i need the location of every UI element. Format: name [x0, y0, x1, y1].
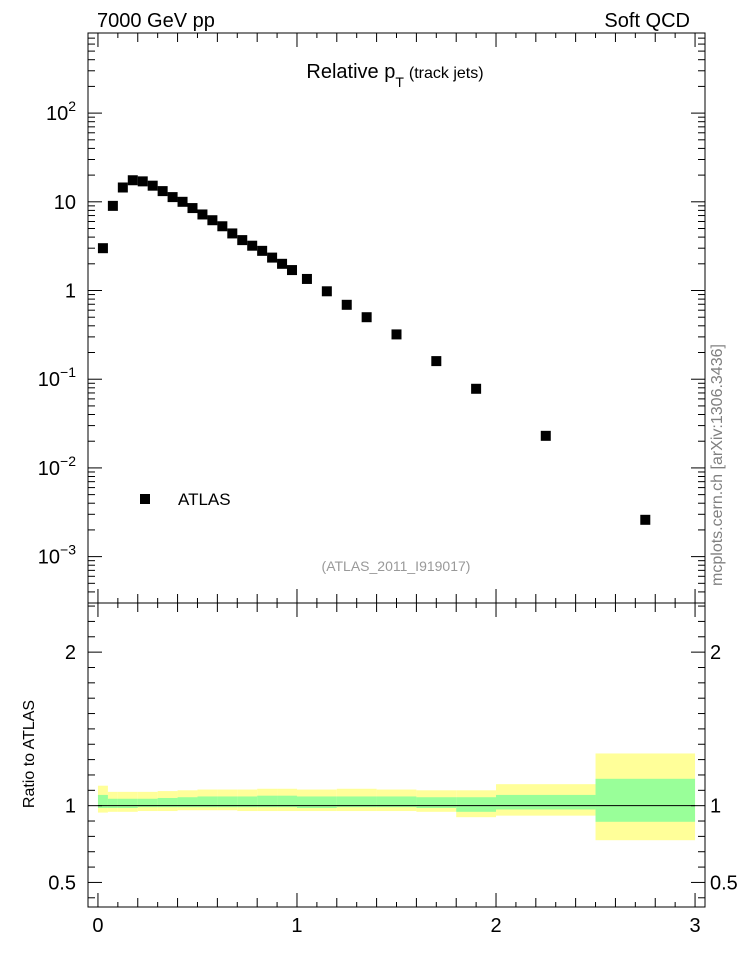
inner-uncertainty-band [177, 797, 198, 808]
inner-uncertainty-band [336, 796, 377, 808]
data-point [640, 514, 651, 525]
ratio-plot-axes: 0.5 0.5 1 1 2 2 0 1 2 3 [48, 602, 738, 937]
y-tick-label: 10−3 [38, 542, 76, 569]
inner-uncertainty-band [157, 797, 178, 808]
data-point [137, 176, 148, 187]
data-point [277, 258, 288, 269]
inner-uncertainty-band [197, 796, 218, 808]
legend: ATLAS [140, 490, 231, 509]
header-right: Soft QCD [604, 10, 690, 32]
data-point [107, 200, 118, 211]
y-tick-label: 102 [46, 98, 76, 125]
ratio-y-tick-label-left: 2 [65, 642, 76, 664]
data-point [167, 192, 178, 203]
ratio-y-axis-title: Ratio to ATLAS [21, 700, 38, 808]
data-point [287, 265, 298, 276]
y-tick-label: 10 [54, 192, 76, 214]
inner-uncertainty-band [117, 798, 138, 808]
data-point [207, 215, 218, 226]
data-point [341, 299, 352, 310]
data-point [217, 221, 228, 232]
inner-uncertainty-band [376, 796, 417, 808]
legend-marker [140, 494, 150, 504]
inner-uncertainty-band [416, 797, 457, 808]
inner-uncertainty-band [257, 795, 278, 808]
header-left: 7000 GeV pp [97, 10, 215, 32]
inner-uncertainty-band [496, 794, 596, 810]
legend-entry-atlas: ATLAS [178, 490, 231, 509]
x-tick-label: 1 [291, 915, 302, 937]
data-point [431, 356, 442, 367]
main-plot-frame [87, 32, 706, 604]
data-point [301, 273, 312, 284]
y-tick-label: 1 [65, 281, 76, 303]
data-point [227, 228, 238, 239]
ratio-y-tick-label-left: 1 [65, 796, 76, 818]
inner-uncertainty-band [456, 797, 497, 812]
ratio-y-tick-label-right: 1 [710, 796, 721, 818]
data-point [147, 180, 158, 191]
data-point [267, 252, 278, 263]
x-tick-label: 3 [689, 915, 700, 937]
data-point [237, 235, 248, 246]
inner-uncertainty-band [107, 798, 118, 808]
data-point [117, 182, 128, 193]
ratio-bands [97, 753, 696, 841]
data-point [187, 203, 198, 214]
data-point [321, 286, 332, 297]
data-point [471, 383, 482, 394]
data-point [391, 329, 402, 340]
ratio-y-tick-label-right: 0.5 [710, 872, 738, 894]
x-tick-label: 0 [92, 915, 103, 937]
data-point [127, 175, 138, 186]
inner-uncertainty-band [137, 798, 158, 808]
y-tick-label: 10−1 [38, 364, 76, 391]
ratio-y-tick-label-left: 0.5 [48, 872, 76, 894]
reference-label: (ATLAS_2011_I919017) [322, 558, 471, 574]
data-point [97, 243, 108, 254]
inner-uncertainty-band [237, 796, 258, 808]
inner-uncertainty-band [97, 794, 108, 808]
data-point [540, 430, 551, 441]
data-point [197, 209, 208, 220]
data-point [247, 240, 258, 251]
main-plot-title: Relative pT (track jets) [306, 61, 483, 90]
data-point [157, 186, 168, 197]
data-point [177, 196, 188, 207]
side-label: mcplots.cern.ch [arXiv:1306.3436] [709, 344, 726, 586]
inner-uncertainty-band [277, 795, 297, 808]
y-tick-label: 10−2 [38, 453, 76, 480]
main-plot-markers [97, 175, 651, 525]
ratio-y-tick-label-right: 2 [710, 642, 721, 664]
inner-uncertainty-band [595, 778, 696, 822]
x-tick-label: 2 [490, 915, 501, 937]
data-point [361, 312, 372, 323]
inner-uncertainty-band [296, 796, 337, 808]
inner-uncertainty-band [217, 796, 238, 808]
data-point [257, 245, 268, 256]
